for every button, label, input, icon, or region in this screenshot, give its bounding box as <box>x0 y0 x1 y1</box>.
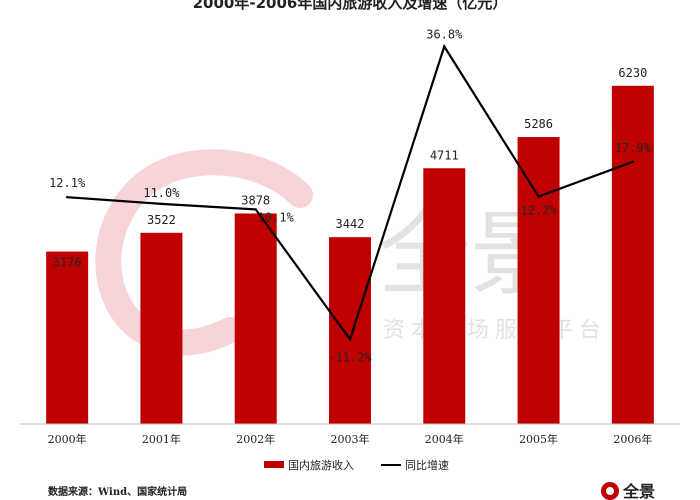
bar-value-label-0: 3176 <box>53 256 82 270</box>
bar-3 <box>329 237 371 424</box>
line-point-4 <box>443 45 446 48</box>
x-axis-ticks: 2000年 2001年 2002年 2003年 2004年 2005年 2006年 <box>48 432 653 446</box>
line-point-3 <box>348 338 352 341</box>
line-value-label-2: 10.1% <box>258 210 295 224</box>
chart-title: 2000年-2006年国内旅游收入及增速（亿元） <box>193 0 508 12</box>
bar-value-label-1: 3522 <box>147 213 176 227</box>
bar-1 <box>140 232 183 424</box>
line-value-label-3: -11.2% <box>328 350 372 364</box>
line-point-6 <box>631 160 635 164</box>
bar-0 <box>46 251 89 424</box>
line-value-labels: 12.1% 11.0% 10.1% -11.2% 36.8% 12.2% 17.9% <box>49 28 652 365</box>
x-tick-label-3: 2003年 <box>331 432 370 446</box>
bar-2 <box>234 213 277 424</box>
line-series <box>65 43 635 342</box>
legend: 国内旅游收入 同比增速 <box>264 458 449 472</box>
bar-value-label-6: 6230 <box>618 66 647 80</box>
bar-value-label-5: 5286 <box>524 117 553 131</box>
line-value-label-5: 12.2% <box>521 204 558 218</box>
bar-series <box>46 85 654 425</box>
watermark-tagline: 资本市场服务平台 <box>383 318 607 343</box>
line-value-label-1: 11.0% <box>143 186 180 200</box>
line-point-0 <box>65 195 69 199</box>
bar-value-label-4: 4711 <box>430 148 459 162</box>
x-tick-label-6: 2006年 <box>613 432 652 446</box>
line-point-5 <box>537 195 540 198</box>
bar-6 <box>611 85 654 425</box>
bar-5 <box>517 137 560 424</box>
x-tick-label-5: 2005年 <box>519 432 558 446</box>
x-tick-label-0: 2000年 <box>48 432 87 446</box>
bar-value-labels: 3176 3522 3878 3442 4711 5286 6230 <box>53 66 648 270</box>
line-value-label-0: 12.1% <box>49 176 86 190</box>
bar-value-label-3: 3442 <box>336 217 365 231</box>
legend-label-bar: 国内旅游收入 <box>288 458 354 472</box>
line-point-1 <box>160 202 163 206</box>
line-value-label-6: 17.9% <box>615 141 652 155</box>
x-tick-label-1: 2001年 <box>142 432 181 446</box>
bar-4 <box>423 168 466 424</box>
footer-logo: 全景 <box>601 482 655 500</box>
legend-label-line: 同比增速 <box>405 458 449 472</box>
x-tick-label-2: 2002年 <box>236 432 275 446</box>
x-tick-label-4: 2004年 <box>425 432 464 446</box>
footer-logo-text: 全景 <box>622 482 655 500</box>
bar-value-label-2: 3878 <box>241 193 270 207</box>
footer-logo-icon-center <box>606 487 614 495</box>
source-note: 数据来源：Wind、国家统计局 <box>48 485 187 498</box>
line-point-2 <box>254 208 257 211</box>
line-value-label-4: 36.8% <box>426 28 463 42</box>
legend-swatch-bar <box>264 461 284 468</box>
